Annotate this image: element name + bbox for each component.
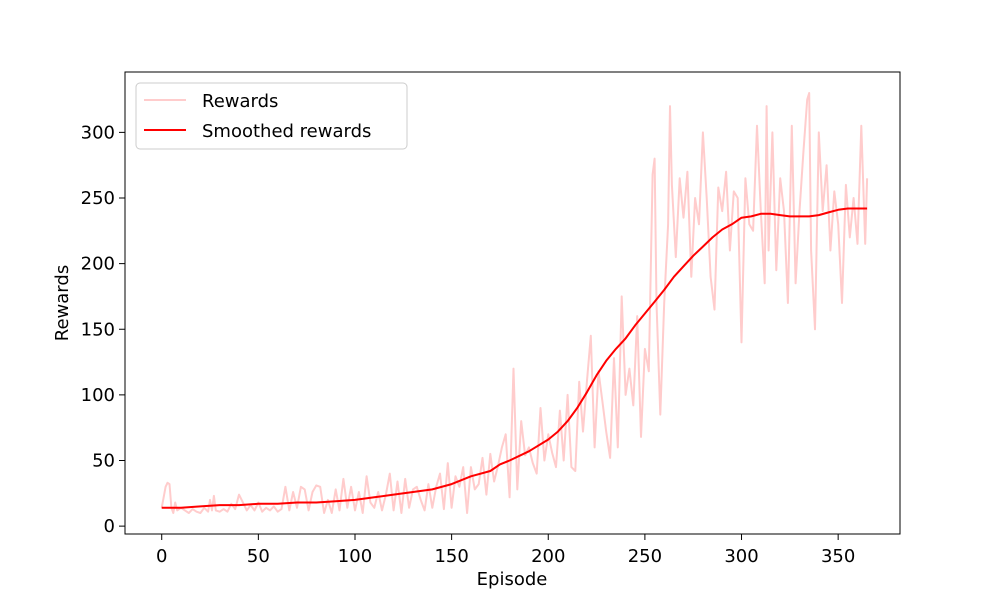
y-tick-label: 300 (81, 122, 115, 143)
y-tick-label: 0 (104, 516, 115, 537)
x-tick-label: 350 (821, 546, 855, 567)
legend-box (135, 82, 408, 150)
x-tick-label: 0 (156, 546, 167, 567)
x-tick-label: 50 (247, 546, 270, 567)
series-line-smoothed-rewards (161, 207, 868, 509)
axes-frame (124, 71, 901, 535)
legend-label-smoothed-rewards: Smoothed rewards (202, 121, 371, 142)
x-tick-label: 200 (531, 546, 565, 567)
y-tick-label: 50 (92, 451, 115, 472)
y-tick-label: 150 (81, 319, 115, 340)
x-tick-label: 100 (338, 546, 372, 567)
x-tick-label: 250 (628, 546, 662, 567)
y-axis-ticks: 0 50 100 150 200 250 300 (81, 122, 125, 537)
y-tick-label: 200 (81, 254, 115, 275)
series-line-rewards (160, 92, 869, 514)
x-tick-label: 150 (434, 546, 468, 567)
y-tick-label: 250 (81, 188, 115, 209)
plot-area: 0 50 100 150 200 250 300 350 0 50 100 150 200 250 300 (81, 71, 901, 567)
x-tick-label: 300 (724, 546, 758, 567)
series-layer (160, 92, 869, 514)
x-axis-label: Episode (477, 569, 548, 590)
y-tick-label: 100 (81, 385, 115, 406)
legend: Rewards Smoothed rewards (135, 82, 408, 150)
y-axis-label: Rewards (52, 265, 73, 341)
x-axis-ticks: 0 50 100 150 200 250 300 350 (156, 534, 855, 567)
legend-label-rewards: Rewards (202, 91, 278, 112)
